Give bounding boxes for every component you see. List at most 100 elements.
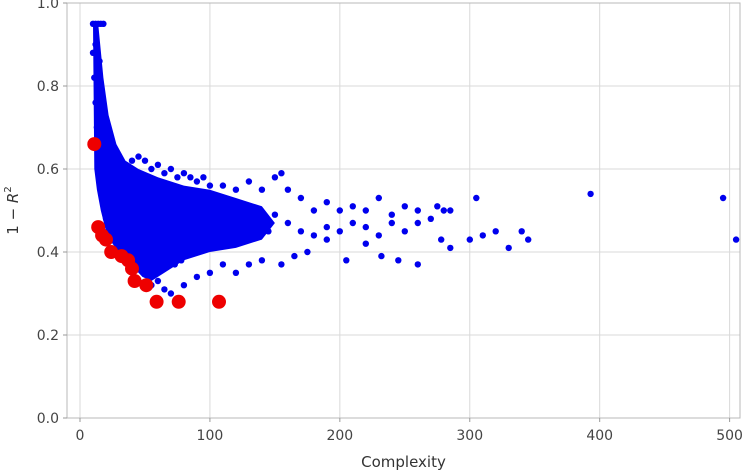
- scatter-point: [91, 74, 98, 81]
- scatter-point: [180, 282, 188, 289]
- scatter-point: [473, 194, 480, 202]
- scatter-point: [161, 286, 168, 293]
- scatter-point: [388, 211, 395, 218]
- scatter-point: [122, 165, 129, 173]
- scatter-point: [178, 257, 185, 264]
- scatter-point: [245, 261, 253, 268]
- scatter-point: [304, 248, 311, 256]
- scatter-point: [375, 232, 382, 239]
- scatter-point: [126, 223, 133, 231]
- scatter-point: [145, 244, 153, 252]
- y-tick-label: 1.0: [37, 0, 59, 12]
- scatter-point: [191, 240, 198, 247]
- scatter-point: [111, 207, 119, 214]
- scatter-point: [152, 248, 159, 256]
- scatter-point: [362, 207, 369, 214]
- scatter-point: [258, 257, 266, 264]
- scatter-point: [165, 257, 172, 264]
- scatter-point: [154, 277, 162, 285]
- pareto-point: [212, 294, 226, 309]
- scatter-point: [265, 228, 272, 235]
- x-tick-label: 0: [76, 428, 85, 444]
- scatter-point: [219, 182, 227, 189]
- scatter-point: [284, 219, 292, 227]
- x-tick-label: 300: [456, 428, 483, 444]
- scatter-point: [128, 157, 136, 164]
- x-axis-label: Complexity: [361, 453, 446, 471]
- scatter-point: [232, 269, 240, 276]
- scatter-point: [297, 228, 305, 235]
- scatter-point: [427, 215, 434, 222]
- scatter-point: [93, 124, 101, 131]
- scatter-point: [197, 232, 204, 239]
- scatter-point: [239, 232, 246, 239]
- x-tick-label: 500: [716, 428, 743, 444]
- scatter-point: [258, 186, 266, 193]
- scatter-point: [438, 236, 445, 243]
- scatter-point: [349, 219, 356, 227]
- scatter-point: [158, 252, 165, 260]
- scatter-point: [206, 182, 214, 189]
- scatter-point: [278, 261, 285, 268]
- data-points: [87, 20, 740, 309]
- scatter-point: [362, 240, 369, 247]
- x-tick-label: 100: [197, 428, 224, 444]
- pareto-point: [87, 137, 102, 152]
- scatter-point: [336, 207, 343, 214]
- scatter-point: [323, 199, 330, 206]
- scatter-point: [167, 165, 175, 173]
- pareto-point: [139, 278, 154, 293]
- scatter-point: [587, 190, 594, 198]
- scatter-point: [193, 273, 201, 281]
- scatter-point: [284, 186, 292, 193]
- scatter-point: [109, 140, 116, 148]
- scatter-point: [505, 244, 512, 252]
- scatter-point: [100, 20, 107, 27]
- scatter-point: [447, 244, 454, 252]
- scatter-point: [219, 261, 227, 268]
- scatter-point: [414, 219, 421, 227]
- scatter-point: [135, 153, 142, 160]
- scatter-point: [100, 116, 107, 123]
- pareto-point: [149, 294, 164, 309]
- scatter-point: [171, 261, 178, 268]
- scatter-point: [115, 157, 123, 164]
- scatter-point: [174, 174, 181, 181]
- scatter-point: [132, 232, 140, 239]
- y-tick-label: 0.8: [37, 79, 59, 95]
- scatter-point: [362, 223, 369, 231]
- x-tick-label: 400: [586, 428, 613, 444]
- dense-point-cluster: [93, 23, 275, 282]
- scatter-point: [388, 219, 395, 227]
- scatter-point: [395, 257, 402, 264]
- plot-frame: [66, 2, 741, 419]
- scatter-point: [105, 186, 112, 193]
- scatter-point: [139, 240, 146, 247]
- scatter-point: [95, 82, 102, 90]
- y-axis-label-sup: 2: [3, 186, 14, 192]
- scatter-point: [193, 178, 201, 185]
- scatter-point: [719, 194, 727, 202]
- scatter-point: [141, 269, 149, 276]
- scatter-point: [200, 174, 207, 181]
- scatter-point: [310, 207, 318, 214]
- scatter-point: [492, 228, 499, 235]
- scatter-point: [375, 194, 382, 202]
- y-axis-label-var: R: [4, 193, 22, 203]
- scatter-point: [245, 178, 253, 185]
- scatter-point: [732, 236, 740, 243]
- scatter-point: [414, 207, 421, 214]
- scatter-point: [102, 215, 110, 222]
- scatter-point: [141, 157, 149, 164]
- scatter-point: [119, 215, 127, 222]
- y-tick-label: 0.6: [37, 162, 59, 178]
- pareto-point: [127, 274, 142, 288]
- scatter-point: [518, 228, 525, 235]
- scatter-point: [222, 207, 229, 214]
- scatter-point: [89, 49, 97, 56]
- y-tick-label: 0.2: [37, 328, 59, 344]
- scatter-point: [434, 203, 441, 210]
- scatter-point: [92, 99, 99, 106]
- scatter-point: [101, 165, 108, 173]
